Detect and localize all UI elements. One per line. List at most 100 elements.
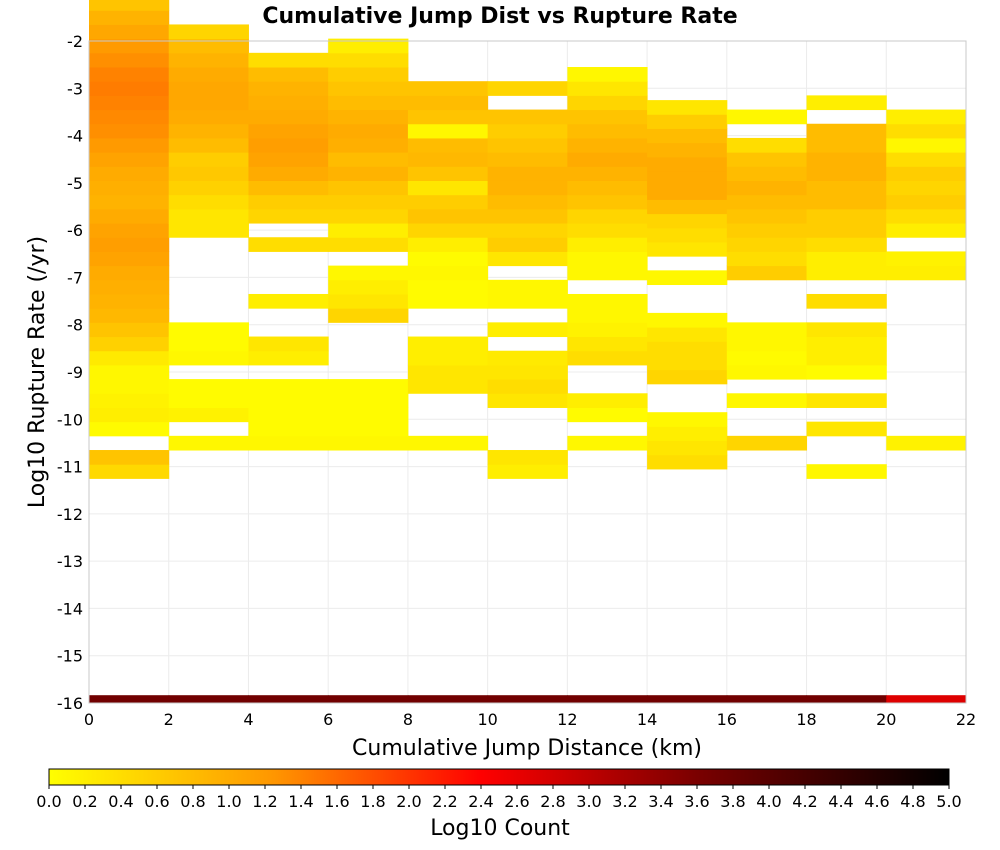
heatmap-cell	[647, 412, 728, 427]
colorbar-tick-label: 3.8	[720, 792, 745, 811]
heatmap-cell	[487, 152, 568, 167]
heatmap-cell	[886, 208, 967, 224]
heatmap-cell	[567, 208, 648, 224]
colorbar-tick-label: 4.8	[900, 792, 925, 811]
heatmap-cell	[806, 695, 887, 703]
heatmap-cell	[248, 407, 329, 423]
heatmap-cell	[567, 166, 648, 181]
heatmap-cell	[647, 454, 728, 470]
heatmap-cell	[248, 95, 329, 111]
heatmap-cell	[168, 123, 249, 139]
heatmap-cell	[647, 327, 728, 342]
heatmap-cell	[567, 695, 648, 703]
heatmap-cell	[407, 95, 489, 111]
heatmap-cell	[89, 293, 170, 309]
heatmap-cell	[726, 393, 808, 408]
heatmap-cell	[726, 265, 808, 281]
heatmap-cell	[567, 109, 648, 125]
colorbar-tick-label: 2.4	[468, 792, 493, 811]
heatmap-cell	[407, 180, 489, 196]
heatmap-cell	[886, 223, 967, 238]
heatmap-cell	[567, 350, 648, 366]
heatmap-cell	[806, 152, 887, 167]
heatmap-cell	[328, 52, 409, 68]
colorbar	[48, 768, 950, 786]
heatmap-cell	[407, 350, 489, 366]
heatmap-cell	[328, 194, 409, 210]
heatmap-cell	[806, 322, 887, 338]
heatmap-cell	[567, 180, 648, 196]
heatmap-cell	[328, 38, 409, 54]
heatmap-cell	[806, 208, 887, 224]
x-tick-label: 12	[557, 710, 577, 729]
heatmap-cell	[407, 336, 489, 352]
heatmap-cell	[647, 426, 728, 442]
heatmap-cell	[168, 109, 249, 125]
heatmap-cell	[89, 166, 170, 181]
heatmap-cell	[89, 364, 170, 380]
heatmap-cell	[89, 237, 170, 252]
heatmap-cell	[168, 95, 249, 111]
heatmap-cell	[726, 152, 808, 167]
heatmap-cell	[89, 393, 170, 408]
heatmap-cell	[487, 464, 568, 479]
heatmap-cell	[248, 421, 329, 437]
heatmap-cell	[328, 379, 409, 394]
colorbar-tick-label: 1.0	[216, 792, 241, 811]
heatmap-cell	[407, 194, 489, 210]
heatmap-cell	[567, 293, 648, 309]
heatmap-cell	[248, 52, 329, 68]
colorbar-tick-label: 1.4	[288, 792, 313, 811]
heatmap-cell	[89, 38, 170, 54]
heatmap-cell	[726, 109, 808, 125]
heatmap-cell	[407, 152, 489, 167]
heatmap-cell	[89, 350, 170, 366]
heatmap-cell	[248, 67, 329, 82]
y-tick-label: -3	[67, 79, 83, 98]
heatmap-cell	[567, 322, 648, 338]
heatmap-cell	[567, 123, 648, 139]
y-tick-label: -9	[67, 363, 83, 382]
heatmap-cell	[647, 241, 728, 257]
heatmap-cell	[487, 166, 568, 181]
heatmap-cell	[407, 279, 489, 295]
heatmap-cell	[567, 194, 648, 210]
heatmap-cell	[886, 180, 967, 196]
heatmap-cell	[647, 114, 728, 129]
heatmap-cell	[248, 194, 329, 210]
heatmap-cell	[248, 336, 329, 352]
heatmap-cells	[89, 0, 967, 703]
heatmap-cell	[89, 109, 170, 125]
y-tick-label: -15	[57, 647, 83, 666]
x-tick-label: 10	[477, 710, 497, 729]
heatmap-cell	[89, 336, 170, 352]
heatmap-cell	[328, 109, 409, 125]
heatmap-cell	[328, 180, 409, 196]
heatmap-cell	[567, 407, 648, 423]
heatmap-cell	[89, 450, 170, 465]
y-tick-label: -2	[67, 32, 83, 51]
heatmap-cell	[567, 81, 648, 96]
y-tick-label: -11	[57, 458, 83, 477]
heatmap-cell	[89, 223, 170, 238]
heatmap-cell	[89, 379, 170, 394]
heatmap-cell	[647, 185, 728, 200]
heatmap-cell	[328, 67, 409, 82]
heatmap-cell	[328, 223, 409, 238]
heatmap-cell	[487, 350, 568, 366]
heatmap-cell	[407, 265, 489, 281]
heatmap-cell	[407, 379, 489, 394]
heatmap-cell	[89, 0, 170, 11]
heatmap-cell	[487, 81, 568, 96]
heatmap-cell	[168, 180, 249, 196]
heatmap-cell	[328, 279, 409, 295]
heatmap-cell	[248, 166, 329, 181]
heatmap-cell	[248, 379, 329, 394]
heatmap-cell	[806, 95, 887, 111]
heatmap-cell	[647, 156, 728, 172]
heatmap-cell	[168, 350, 249, 366]
heatmap-cell	[886, 109, 967, 125]
heatmap-cell	[89, 695, 170, 703]
heatmap-cell	[647, 100, 728, 115]
